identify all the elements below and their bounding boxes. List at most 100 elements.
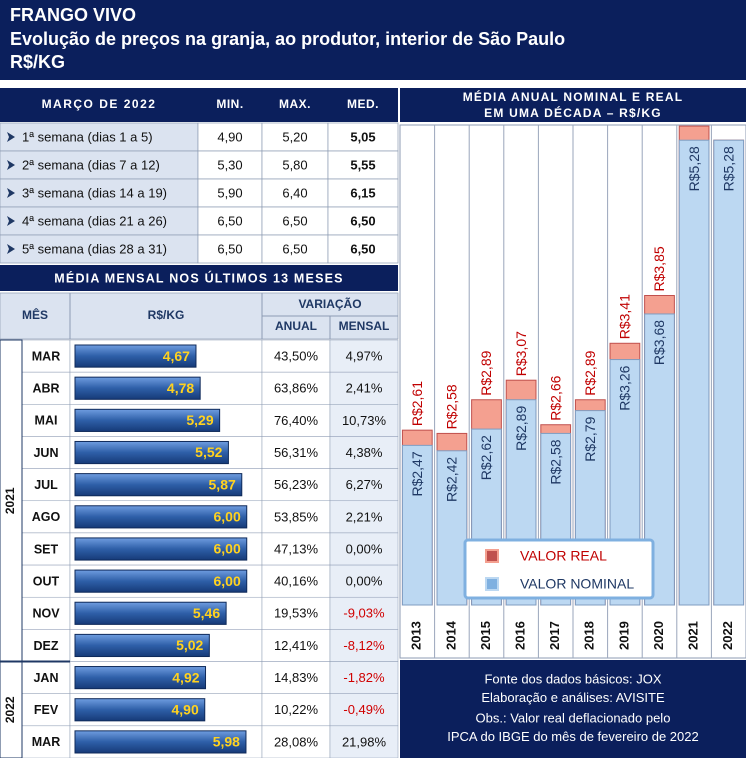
month-label: DEZ xyxy=(34,639,59,653)
x-tick-label: 2019 xyxy=(616,621,631,650)
week-value: 6,15 xyxy=(350,185,375,200)
chart-title: EM UMA DÉCADA – R$/KG xyxy=(484,105,662,120)
arrow-icon xyxy=(7,216,15,226)
week-value: 6,50 xyxy=(217,241,242,256)
nominal-bar xyxy=(436,450,468,606)
footer-line: Fonte dos dados básicos: JOX xyxy=(484,671,661,686)
year-label: 2021 xyxy=(3,487,17,514)
bar xyxy=(74,698,206,722)
x-tick-label: 2022 xyxy=(720,621,735,650)
month-cell xyxy=(21,500,71,534)
header-bg xyxy=(0,0,746,80)
annual-cell xyxy=(261,564,331,598)
table-cell xyxy=(0,122,199,152)
monthly-variation: 2,41% xyxy=(346,381,383,396)
week-value: 6,50 xyxy=(282,213,307,228)
table-cell xyxy=(327,206,399,236)
footer-line: IPCA do IBGE do mês de fevereiro de 2022 xyxy=(447,729,698,744)
column-header: R$/KG xyxy=(148,308,185,322)
annual-variation: 53,85% xyxy=(274,509,319,524)
table-cell xyxy=(261,150,329,180)
table-cell xyxy=(261,122,329,152)
x-tick-label: 2018 xyxy=(582,621,597,650)
month-label: AGO xyxy=(32,510,61,524)
month-cell xyxy=(21,404,71,437)
monthly-cell xyxy=(329,404,399,437)
x-tick-label: 2015 xyxy=(478,621,493,650)
week-label: 3ª semana (dias 14 a 19) xyxy=(22,185,167,200)
bar xyxy=(74,569,248,593)
week-value: 6,50 xyxy=(350,213,375,228)
week-label: 4ª semana (dias 21 a 26) xyxy=(22,213,167,228)
annual-variation: 47,13% xyxy=(274,541,319,556)
column-header: MIN. xyxy=(216,97,243,111)
chart-title: MÉDIA ANUAL NOMINAL E REAL xyxy=(463,89,684,104)
week-label: 2ª semana (dias 7 a 12) xyxy=(22,157,160,172)
month-cell xyxy=(21,468,71,502)
week-label: 5ª semana (dias 28 a 31) xyxy=(22,241,167,256)
unit: R$/KG xyxy=(10,52,65,72)
table-cell xyxy=(261,178,329,208)
annual-variation: 14,83% xyxy=(274,670,319,685)
month-label: MAR xyxy=(32,349,60,363)
column-header: MAX. xyxy=(279,97,311,111)
monthly-variation: 4,38% xyxy=(346,445,383,460)
column-header: MÊS xyxy=(22,307,48,322)
annual-cell xyxy=(261,725,331,759)
month-label: MAR xyxy=(32,735,60,749)
month-cell xyxy=(21,564,71,598)
bar xyxy=(74,601,227,625)
table-cell xyxy=(261,234,329,264)
nominal-value-label: R$2,47 xyxy=(409,451,425,496)
section-title-bg xyxy=(0,265,398,291)
section-title: MÉDIA MENSAL NOS ÚLTIMOS 13 MESES xyxy=(54,270,343,285)
real-value-label: R$3,85 xyxy=(651,246,667,291)
monthly-variation: 0,00% xyxy=(346,574,383,589)
nominal-value-label: R$5,28 xyxy=(686,146,702,191)
annual-cell xyxy=(261,404,331,437)
monthly-cell xyxy=(329,725,399,759)
month-cell xyxy=(21,339,71,373)
legend-label: VALOR NOMINAL xyxy=(520,576,634,592)
week-value: 4,90 xyxy=(217,129,242,144)
bar xyxy=(74,344,197,368)
monthly-variation: 10,73% xyxy=(342,413,387,428)
legend-swatch xyxy=(485,549,499,563)
nominal-value-label: R$2,79 xyxy=(582,416,598,461)
column-header: MARÇO DE 2022 xyxy=(42,97,157,111)
bar-value-label: 5,52 xyxy=(195,444,222,460)
bar xyxy=(74,376,201,400)
annual-variation: 56,31% xyxy=(274,445,319,460)
real-value-label: R$2,66 xyxy=(547,375,563,420)
month-label: JUN xyxy=(33,446,58,460)
legend-box xyxy=(463,538,655,600)
x-tick-label: 2016 xyxy=(513,621,528,650)
nominal-value-label: R$3,26 xyxy=(617,365,633,410)
week-value: 5,90 xyxy=(217,185,242,200)
table-cell xyxy=(327,150,399,180)
annual-cell xyxy=(261,500,331,534)
nominal-value-label: R$5,28 xyxy=(720,146,736,191)
annual-variation: 76,40% xyxy=(274,413,319,428)
bar xyxy=(74,408,221,432)
monthly-cell xyxy=(329,532,399,566)
table-cell xyxy=(327,234,399,264)
bar xyxy=(74,537,248,561)
monthly-cell xyxy=(329,693,399,727)
monthly-variation: 0,00% xyxy=(346,541,383,556)
title: FRANGO VIVO xyxy=(10,5,136,25)
month-label: NOV xyxy=(32,607,60,621)
x-tick-label: 2020 xyxy=(651,621,666,650)
table-cell xyxy=(261,206,329,236)
table-cell xyxy=(197,122,263,152)
real-value-label: R$3,41 xyxy=(617,294,633,339)
month-cell xyxy=(21,661,71,694)
annual-variation: 12,41% xyxy=(274,638,319,653)
bar xyxy=(74,505,248,529)
x-tick-label: 2021 xyxy=(686,621,701,650)
week-value: 6,40 xyxy=(282,185,307,200)
month-label: FEV xyxy=(34,703,59,717)
table-cell xyxy=(327,178,399,208)
nominal-bar xyxy=(401,444,433,606)
week-value: 6,50 xyxy=(282,241,307,256)
